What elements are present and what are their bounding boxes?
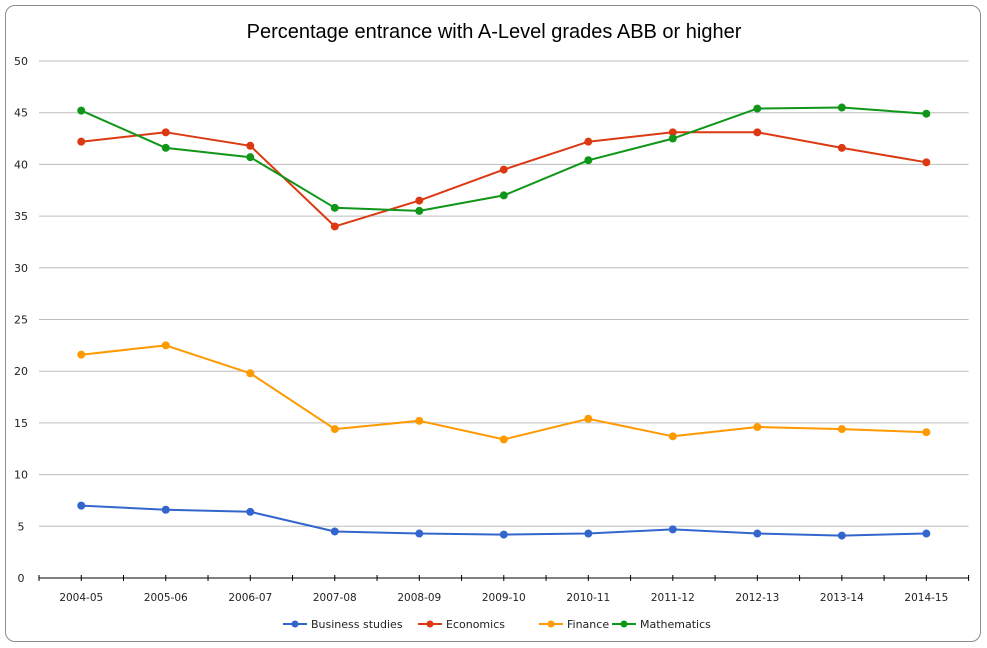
x-tick-label: 2007-08 [313,592,357,604]
data-point [77,501,86,510]
series-economics [77,128,931,231]
data-point [499,435,508,444]
data-point [753,128,762,137]
data-point [922,158,931,167]
data-point [246,369,255,378]
x-tick-label: 2008-09 [397,592,441,604]
data-point [415,529,424,538]
series-mathematics [77,103,931,215]
x-axis [38,575,970,581]
x-tick-label: 2010-11 [566,592,610,604]
gridlines [39,60,969,527]
legend-marker-icon [547,620,555,628]
y-tick-label: 45 [14,107,28,120]
data-point [330,203,339,212]
data-point [922,428,931,437]
data-point [584,137,593,146]
data-point [415,196,424,205]
x-tick-label: 2014-15 [904,592,948,604]
x-tick-label: 2004-05 [59,592,103,604]
data-point [499,530,508,539]
legend-item: Mathematics [612,618,711,631]
data-point [499,165,508,174]
y-tick-label: 15 [14,417,28,430]
x-axis-tick-labels: 2004-05 2005-06 2006-07 2007-08 2008-09 2009-… [59,592,948,604]
legend-label: Economics [446,618,505,631]
data-point [922,529,931,538]
series-line [81,344,927,441]
x-tick-label: 2013-14 [820,592,864,604]
data-point [77,137,86,146]
x-tick-label: 2011-12 [651,592,695,604]
data-point [161,128,170,137]
data-point [922,109,931,118]
data-point [837,143,846,152]
data-point [161,143,170,152]
data-point [668,128,677,137]
data-point [584,529,593,538]
data-point [753,104,762,113]
x-tick-label: 2012-13 [735,592,779,604]
y-tick-label: 40 [14,158,28,171]
x-tick-label: 2006-07 [228,592,272,604]
y-tick-label: 10 [14,469,28,482]
data-point [330,425,339,434]
y-tick-label: 30 [14,262,28,275]
series-layer [77,103,931,540]
data-point [837,531,846,540]
data-point [161,341,170,350]
data-point [668,134,677,143]
legend-item: Finance [539,618,609,631]
data-point [246,141,255,150]
data-point [584,156,593,165]
data-point [668,525,677,534]
data-point [499,191,508,200]
chart-title: Percentage entrance with A-Level grades … [247,21,742,43]
legend: Business studies Economics Finance Mathemat… [283,618,711,631]
series-line [81,131,927,228]
series-finance [77,341,931,444]
y-tick-label: 35 [14,210,28,223]
data-point [837,425,846,434]
data-point [246,507,255,516]
legend-label: Business studies [311,618,403,631]
x-tick-label: 2009-10 [482,592,526,604]
legend-label: Mathematics [640,618,711,631]
legend-marker-icon [620,620,628,628]
data-point [161,505,170,514]
data-point [246,153,255,162]
data-point [330,527,339,536]
legend-marker-icon [291,620,299,628]
data-point [330,222,339,231]
y-tick-label: 20 [14,365,28,378]
data-point [77,350,86,359]
y-axis-tick-labels: 0 5 10 15 20 25 30 35 40 45 50 [14,55,28,585]
y-tick-label: 5 [18,520,25,533]
legend-item: Economics [418,618,505,631]
legend-label: Finance [567,618,609,631]
data-point [584,414,593,423]
data-point [668,432,677,441]
data-point [415,416,424,425]
data-point [415,206,424,215]
y-tick-label: 50 [14,55,28,68]
data-point [753,423,762,432]
data-point [837,103,846,112]
series-business-studies [77,501,931,540]
legend-item: Business studies [283,618,403,631]
y-tick-label: 0 [18,572,25,585]
legend-marker-icon [426,620,434,628]
data-point [77,106,86,115]
y-tick-label: 25 [14,314,28,327]
data-point [753,529,762,538]
x-tick-label: 2005-06 [144,592,188,604]
